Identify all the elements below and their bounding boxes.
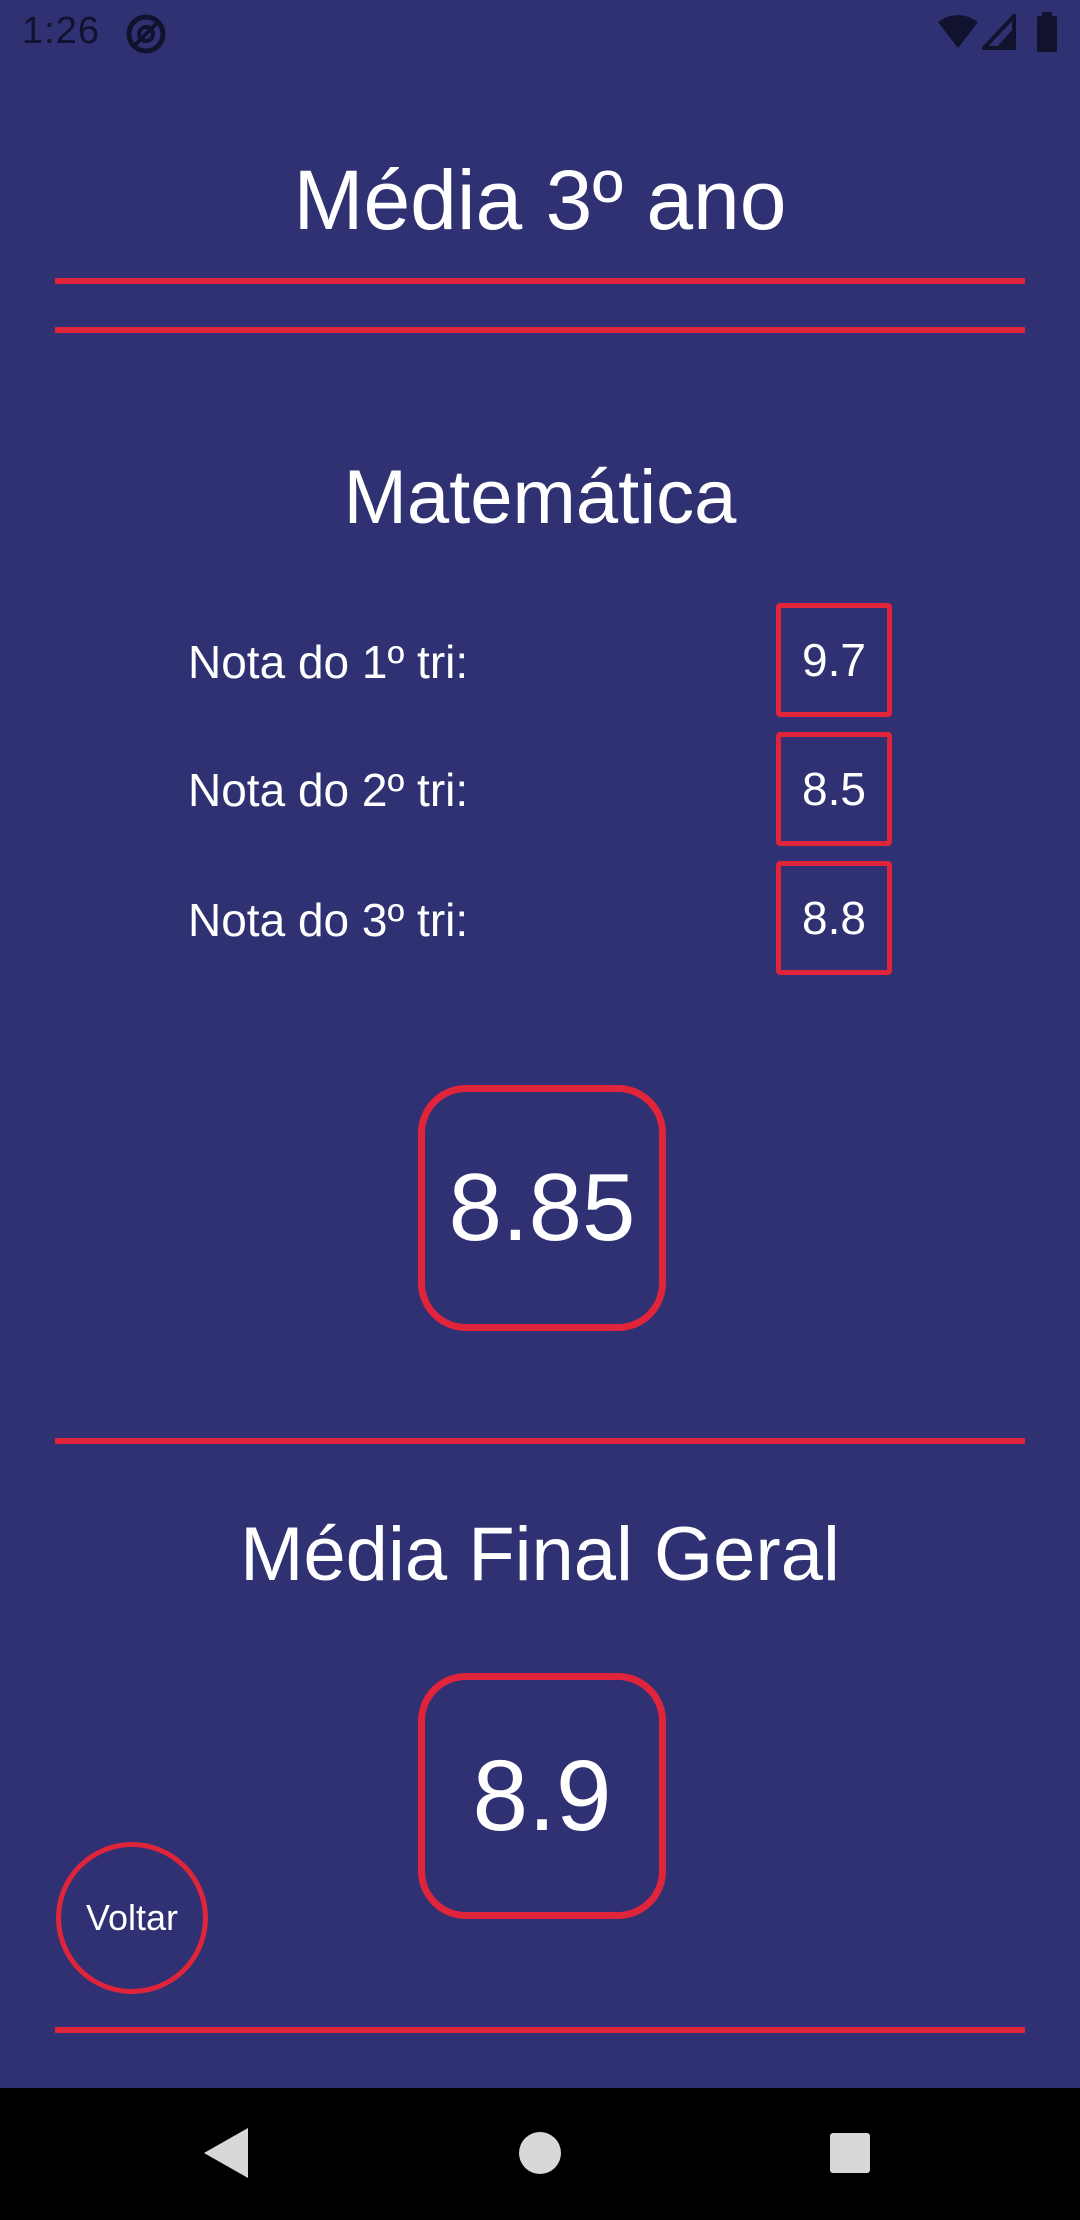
home-circle-icon[interactable]: [518, 2126, 562, 2180]
back-triangle-icon[interactable]: [202, 2126, 250, 2180]
grade-label-3: Nota do 3º tri:: [188, 894, 469, 946]
page-title: Média 3º ano: [293, 153, 787, 247]
signal-icon: [982, 14, 1016, 50]
section-divider: [55, 1438, 1025, 1444]
subject-title: Matemática: [343, 455, 737, 540]
final-average-box: 8.9: [418, 1673, 666, 1919]
back-button[interactable]: Voltar: [56, 1842, 208, 1994]
grade-input-3[interactable]: 8.8: [776, 861, 892, 975]
battery-icon: [1037, 12, 1057, 52]
status-bar: 1:26: [0, 0, 1080, 66]
final-average-value: 8.9: [472, 1739, 612, 1852]
grade-label-1: Nota do 1º tri:: [188, 636, 469, 688]
subject-average-box: 8.85: [418, 1085, 666, 1331]
wifi-icon: [938, 15, 978, 48]
status-time: 1:26: [22, 10, 100, 52]
grade-label-2: Nota do 2º tri:: [188, 764, 469, 816]
recents-square-icon[interactable]: [828, 2126, 872, 2180]
bottom-divider: [55, 2027, 1025, 2033]
title-divider-top: [55, 278, 1025, 284]
grade-input-1[interactable]: 9.7: [776, 603, 892, 717]
navigation-bar: [0, 2088, 1080, 2220]
at-sign-icon: [126, 14, 166, 54]
final-average-title: Média Final Geral: [240, 1512, 840, 1597]
subject-average-value: 8.85: [448, 1154, 636, 1261]
title-divider-bottom: [55, 327, 1025, 333]
grade-input-2[interactable]: 8.5: [776, 732, 892, 846]
